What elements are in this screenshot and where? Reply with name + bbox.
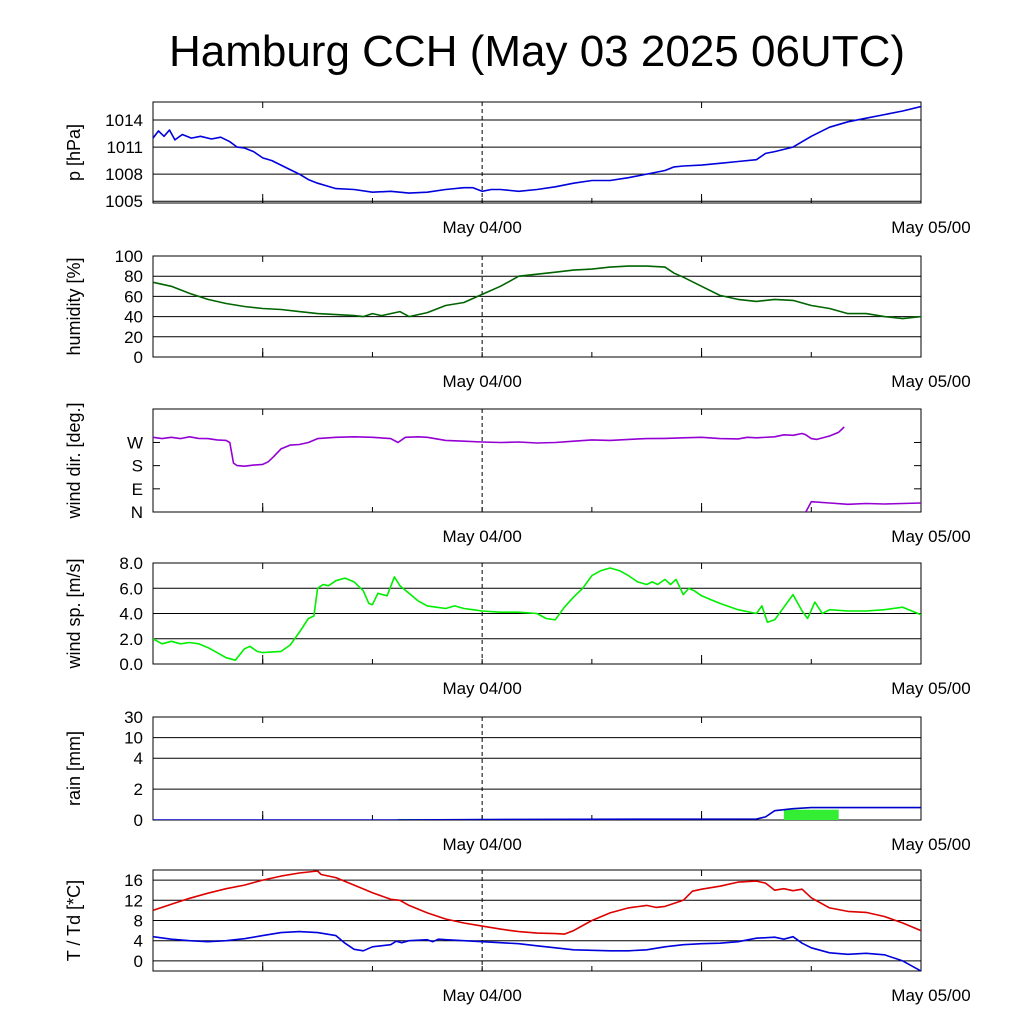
plot-frame [152, 255, 922, 358]
series-line-rain-0 [153, 806, 921, 820]
panel-wind_speed: 0.0 2.0 4.0 6.0 8.0 May 04/00 May 05/00 wind sp… [64, 554, 971, 698]
y-tick-label: 4 [134, 932, 143, 951]
y-tick-label: 1005 [105, 192, 143, 211]
y-tick-label: 2 [134, 780, 143, 799]
y-tick-label: 30 [124, 708, 143, 727]
series-line-pressure-0 [153, 105, 921, 194]
y-tick-label: 4 [134, 749, 143, 768]
y-tick-label: 12 [124, 891, 143, 910]
x-tick-label: May 04/00 [442, 835, 521, 854]
y-axis-label: T / Td [*C] [64, 880, 84, 961]
x-tick-label: May 05/00 [891, 218, 970, 237]
y-tick-label: 1014 [105, 111, 143, 130]
panel-pressure: 1005 1008 1011 1014 May 04/00 May 05/00 p [hPa… [64, 101, 971, 237]
series-line-wind_direction-0 [153, 426, 845, 467]
series-line-wind_direction-1 [805, 500, 921, 512]
y-axis-label: wind dir. [deg.] [64, 402, 84, 519]
y-tick-label: 0 [134, 811, 143, 830]
y-tick-label: 0.0 [119, 655, 143, 674]
y-axis-label: humidity [%] [64, 257, 84, 355]
x-tick-label: May 04/00 [442, 679, 521, 698]
x-tick-label: May 04/00 [442, 218, 521, 237]
chart-title: Hamburg CCH (May 03 2025 06UTC) [169, 27, 905, 76]
y-tick-label: 1008 [105, 165, 143, 184]
y-tick-label: 20 [124, 328, 143, 347]
y-tick-label: 16 [124, 871, 143, 890]
x-tick-label: May 05/00 [891, 986, 970, 1005]
y-tick-label: W [127, 433, 143, 452]
precip-bar [783, 809, 839, 820]
data-layer [153, 265, 921, 320]
y-tick-label: 80 [124, 267, 143, 286]
plot-frame [152, 101, 922, 204]
series-line-temperature-0 [153, 870, 921, 935]
y-tick-label: 1011 [106, 138, 143, 157]
x-tick-label: May 04/00 [442, 986, 521, 1005]
x-tick-label: May 04/00 [442, 527, 521, 546]
y-tick-label: 10 [124, 729, 143, 748]
panel-rain: 0 2 410 30 May 04/00 May 05/00 rain [mm] [64, 708, 971, 854]
y-tick-label: E [132, 480, 143, 499]
y-tick-label: 0 [134, 952, 143, 971]
data-layer [153, 426, 921, 512]
data-layer [153, 870, 921, 971]
y-tick-label: 60 [124, 287, 143, 306]
y-axis-label: rain [mm] [64, 731, 84, 806]
y-axis-label: wind sp. [m/s] [64, 558, 84, 669]
x-tick-label: May 05/00 [891, 372, 970, 391]
y-tick-label: 4.0 [119, 605, 143, 624]
x-tick-label: May 04/00 [442, 372, 521, 391]
y-tick-label: N [131, 503, 143, 522]
y-tick-label: 100 [115, 247, 143, 266]
x-tick-label: May 05/00 [891, 527, 970, 546]
series-line-humidity-0 [153, 265, 921, 320]
data-layer [153, 105, 921, 194]
y-tick-label: 8 [134, 912, 143, 931]
y-axis-label: p [hPa] [64, 124, 84, 181]
y-tick-label: 40 [124, 308, 143, 327]
data-layer [153, 806, 921, 820]
data-layer [153, 567, 921, 661]
x-tick-label: May 05/00 [891, 679, 970, 698]
y-tick-label: 6.0 [119, 579, 143, 598]
y-tick-label: 0 [134, 348, 143, 367]
y-tick-label: 2.0 [119, 630, 143, 649]
y-tick-label: 8.0 [119, 554, 143, 573]
plot-frame [152, 408, 922, 513]
plot-frame [152, 716, 922, 821]
series-line-wind_speed-0 [153, 567, 921, 661]
series-line-temperature-1 [153, 930, 921, 971]
y-tick-label: S [132, 457, 143, 476]
x-tick-label: May 05/00 [891, 835, 970, 854]
